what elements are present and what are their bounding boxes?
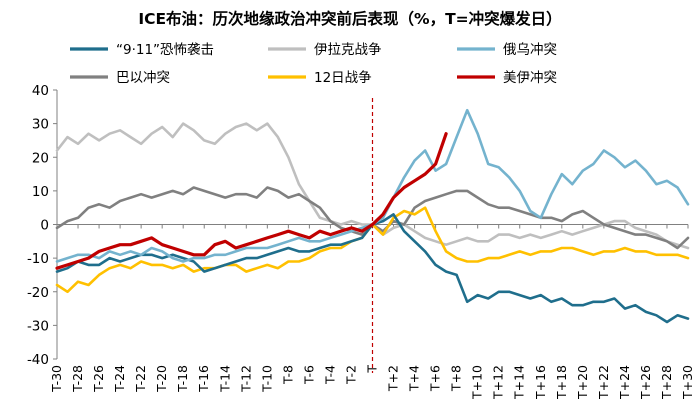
x-tick-label: T+16 (533, 365, 548, 400)
x-tick-label: T (365, 365, 380, 374)
x-tick-label: T+8 (449, 365, 464, 392)
x-tick-label: T-16 (196, 365, 211, 393)
x-tick-label: T-18 (175, 365, 190, 393)
x-tick-label: T-4 (322, 365, 337, 385)
y-tick-label: 0 (40, 218, 49, 234)
x-tick-label: T-20 (154, 365, 169, 393)
x-tick-label: T-22 (133, 365, 148, 393)
x-tick-label: T-2 (343, 365, 358, 385)
x-tick-label: T+6 (428, 365, 443, 392)
legend-label: 伊拉克战争 (314, 42, 382, 58)
legend-label: 12日战争 (314, 70, 372, 86)
legend-label: 美伊冲突 (503, 70, 557, 86)
x-tick-label: T-26 (91, 365, 106, 393)
y-tick-label: -20 (27, 285, 49, 301)
x-tick-label: T-28 (70, 365, 85, 393)
x-tick-label: T-8 (280, 365, 295, 385)
x-tick-label: T-10 (259, 365, 274, 393)
y-tick-label: 30 (32, 117, 49, 133)
series-lines (55, 108, 690, 324)
y-tick-label: -40 (27, 352, 49, 368)
x-tick-label: T+30 (680, 365, 695, 400)
y-tick-label: -30 (27, 318, 49, 334)
series-line-6 (55, 132, 448, 270)
y-tick-label: 10 (32, 184, 49, 200)
legend-label: 俄乌冲突 (503, 42, 557, 58)
x-tick-label: T+24 (617, 365, 632, 400)
x-tick-label: T+10 (470, 365, 485, 400)
x-tick-label: T+4 (407, 365, 422, 392)
y-tick-label: 20 (32, 150, 49, 166)
x-axis-ticks: T-30 T-28 T-26 T-24 T-22 T-20 T-18 T-16 T-14 T-12… (49, 224, 695, 400)
x-tick-label: T+18 (554, 365, 569, 400)
x-tick-label: T+22 (596, 365, 611, 400)
x-tick-label: T-6 (301, 365, 316, 385)
legend-label: 巴以冲突 (116, 70, 170, 86)
x-tick-label: T+20 (575, 365, 590, 400)
x-tick-label: T+14 (512, 365, 527, 400)
x-tick-label: T-30 (49, 365, 64, 393)
x-tick-label: T-24 (112, 365, 127, 393)
x-tick-label: T+26 (638, 365, 653, 400)
x-tick-label: T-14 (217, 365, 232, 393)
x-tick-label: T+2 (386, 365, 401, 392)
y-axis-ticks: 40 30 20 10 0 -10 -20 -30 -40 (27, 83, 57, 368)
x-tick-label: T+28 (659, 365, 674, 400)
y-tick-label: 40 (32, 83, 49, 99)
chart-title: ICE布油：历次地缘政治冲突前后表现（%，T=冲突爆发日） (138, 9, 561, 28)
legend-label: “9·11”恐怖袭击 (116, 41, 214, 58)
y-tick-label: -10 (27, 251, 49, 267)
x-tick-label: T-12 (238, 365, 253, 393)
x-tick-label: T+12 (491, 365, 506, 400)
